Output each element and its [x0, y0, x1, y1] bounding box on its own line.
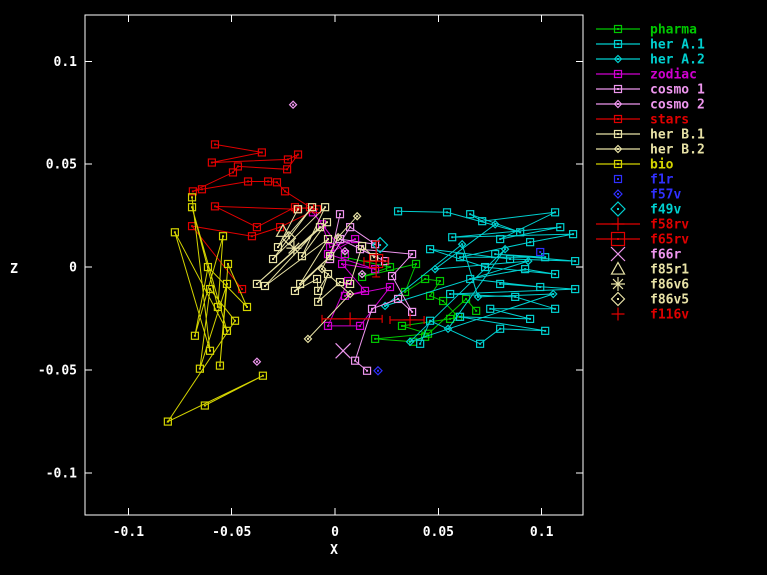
legend-label-f66r: f66r: [650, 248, 681, 263]
legend-item-f86v6: f86v6: [611, 277, 689, 293]
series-zodiac: [308, 208, 395, 331]
legend-label-f1r: f1r: [650, 173, 674, 188]
legend-item-f58rv: f58rv: [596, 217, 689, 233]
series-bio: [163, 193, 268, 426]
x-axis-title: X: [330, 543, 338, 558]
legend-item-stars: stars: [596, 113, 689, 128]
axes-frame: -0.1 -0.05 0 0.05 0.1 -0.1 -0.05 0 0.05 0.1: [38, 14, 584, 540]
folio-marker-f116v: [389, 313, 425, 327]
legend-item-her-b2: her B.2: [596, 143, 705, 158]
legend-label-her-a1: her A.1: [650, 38, 705, 53]
series-cosmo-2: [252, 100, 367, 367]
folio-marker-f65rv: [363, 240, 389, 278]
legend-item-f57v: f57v: [613, 188, 681, 203]
legend-item-f65rv: f65rv: [596, 231, 689, 248]
legend-label-f86v6: f86v6: [650, 278, 689, 293]
legend-label-her-b1: her B.1: [650, 128, 705, 143]
legend-label-zodiac: zodiac: [650, 68, 697, 83]
legend-label-her-a2: her A.2: [650, 53, 705, 68]
legend-label-f49v: f49v: [650, 203, 681, 218]
legend-item-f116v: f116v: [611, 307, 689, 323]
legend-label-f86v5: f86v5: [650, 293, 689, 308]
legend-label-cosmo-1: cosmo 1: [650, 83, 705, 98]
legend-item-cosmo-1: cosmo 1: [596, 83, 705, 98]
folio-marker-f86v5: [281, 230, 297, 246]
legend-item-her-b1: her B.1: [596, 128, 705, 143]
x-tick-label: 0.05: [423, 525, 454, 540]
series-her-a2: [380, 219, 558, 347]
folio-marker-f1r: [536, 247, 545, 257]
legend-item-f66r: f66r: [610, 246, 681, 263]
legend-label-pharma: pharma: [650, 23, 697, 38]
series-her-b2: [303, 211, 362, 344]
series-line-her-a2: [384, 223, 554, 343]
legend-label-stars: stars: [650, 113, 689, 128]
legend-label-f65rv: f65rv: [650, 233, 689, 248]
series-line-stars: [190, 143, 319, 290]
y-axis-title: Z: [10, 262, 18, 277]
folio-marker-f49v: [371, 236, 389, 254]
folio-markers-layer: [275, 223, 545, 376]
y-tick-label: 0.1: [54, 55, 78, 70]
plot-frame: [84, 14, 584, 516]
legend-label-f57v: f57v: [650, 188, 681, 203]
folio-marker-f57v: [373, 365, 383, 376]
legend-item-cosmo-2: cosmo 2: [596, 98, 705, 113]
legend-label-cosmo-2: cosmo 2: [650, 98, 705, 113]
series-her-b1: [252, 203, 379, 306]
legend-item-f85r1: f85r1: [610, 261, 689, 278]
series-line-bio: [166, 197, 264, 423]
legend-item-pharma: pharma: [596, 23, 697, 38]
legend-item-zodiac: zodiac: [596, 68, 697, 83]
legend-item-f86v5: f86v5: [610, 291, 689, 308]
folio-marker-f58rv: [321, 312, 383, 326]
legend-label-bio: bio: [650, 158, 674, 173]
legend-item-her-a1: her A.1: [596, 38, 705, 53]
folio-marker-f86v6: [286, 240, 302, 256]
x-tick-label: 0: [331, 525, 339, 540]
folio-marker-f66r: [335, 342, 352, 359]
series-her-a1: [393, 207, 580, 348]
series-line-her-b1: [256, 206, 375, 303]
legend-item-her-a2: her A.2: [596, 53, 705, 68]
legend-label-her-b2: her B.2: [650, 143, 705, 158]
y-tick-label: 0.05: [46, 158, 77, 173]
series-line-cosmo-1: [329, 214, 414, 372]
x-tick-label: 0.1: [530, 525, 554, 540]
legend-item-bio: bio: [596, 158, 674, 173]
x-tick-label: -0.1: [113, 525, 144, 540]
legend-label-f85r1: f85r1: [650, 263, 689, 278]
legend-item-f1r: f1r: [613, 173, 674, 188]
y-errorbar: [372, 240, 381, 278]
y-tick-label: 0: [69, 261, 77, 276]
series-line-pharma: [344, 256, 477, 343]
legend-label-f58rv: f58rv: [650, 218, 689, 233]
folio-marker-f85r1: [275, 223, 291, 237]
legend-label-f116v: f116v: [650, 308, 689, 323]
legend-item-f49v: f49v: [610, 201, 681, 218]
data-series-layer: [163, 100, 580, 426]
x-tick-label: -0.05: [212, 525, 251, 540]
y-tick-label: -0.1: [46, 466, 77, 481]
y-tick-label: -0.05: [38, 363, 77, 378]
